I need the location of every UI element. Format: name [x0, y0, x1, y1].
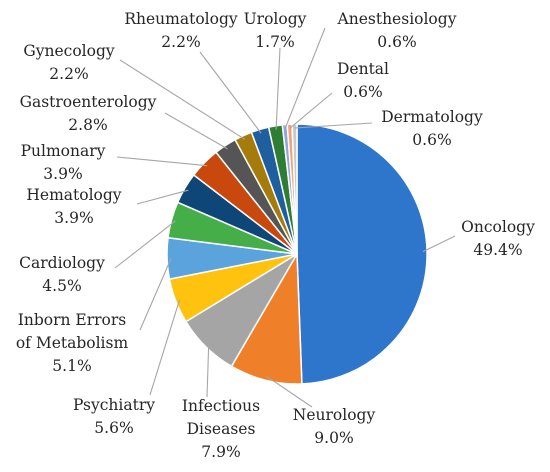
slice-name-label: Oncology [461, 218, 535, 236]
slice-percent-label: 0.6% [377, 33, 416, 51]
slice-name-label: Psychiatry [73, 396, 155, 414]
slice-name-label: Neurology [293, 406, 376, 424]
slice-label-urology: Urology 1.7% [244, 10, 307, 51]
leader-line-urology [275, 47, 281, 130]
slice-name-label: Gynecology [23, 42, 115, 60]
leader-line-gynecology [119, 59, 246, 140]
slice-name-label: Diseases [187, 420, 256, 438]
slice-name-label: Dermatology [381, 108, 483, 126]
slice-percent-label: 1.7% [255, 33, 294, 51]
slice-name-label: Inborn Errors [18, 311, 127, 329]
leader-line-neurology [266, 375, 313, 408]
slice-percent-label: 4.5% [42, 277, 81, 295]
slice-name-label: Anesthesiology [337, 10, 457, 28]
leader-line-pulmonary [116, 156, 208, 167]
slice-percent-label: 2.8% [68, 116, 107, 134]
slice-name-label: Pulmonary [21, 142, 106, 160]
slice-name-label: Cardiology [19, 254, 105, 272]
slice-name-label: Gastroenterology [20, 93, 157, 111]
slice-label-hematology: Hematology 3.9% [26, 186, 121, 227]
slice-name-label: Hematology [26, 186, 121, 204]
slice-percent-label: 9.0% [314, 429, 353, 447]
leader-line-gastroenterology [164, 112, 228, 150]
leader-line-psychiatry [149, 299, 181, 396]
leader-line-cardiology [114, 220, 176, 269]
slice-percent-label: 5.6% [94, 419, 133, 437]
slice-percent-label: 0.6% [412, 131, 451, 149]
slice-percent-label: 49.4% [473, 241, 522, 259]
slice-percent-label: 3.9% [54, 209, 93, 227]
slice-label-pulmonary: Pulmonary 3.9% [21, 142, 106, 183]
pie-slice-oncology [296, 123, 428, 385]
leader-line-dental [289, 92, 333, 129]
slice-label-gastroenterology: Gastroenterology 2.8% [20, 93, 157, 134]
slice-label-neurology: Neurology 9.0% [293, 406, 376, 447]
slice-percent-label: 2.2% [49, 65, 88, 83]
leader-line-oncology [422, 235, 456, 253]
slice-name-label: Urology [244, 10, 307, 28]
slice-labels: Oncology 49.4% Neurology 9.0% Infectious Dise… [16, 10, 535, 461]
slice-name-label: Infectious [182, 397, 260, 415]
leader-lines [114, 27, 456, 408]
slice-name-label: Rheumatology [124, 10, 238, 28]
slice-name-label: Dental [337, 60, 389, 78]
pie-slices [166, 123, 428, 385]
slice-percent-label: 7.9% [201, 443, 240, 461]
leader-line-anesthesiology [284, 27, 326, 129]
slice-percent-label: 3.9% [43, 165, 82, 183]
leader-line-infectious-diseases [206, 343, 210, 398]
leader-line-dermatology [294, 122, 373, 129]
slice-label-infectious-diseases: Infectious Diseases 7.9% [182, 397, 260, 461]
slice-label-cardiology: Cardiology 4.5% [19, 254, 105, 295]
slice-label-dental: Dental 0.6% [337, 60, 389, 101]
slice-label-oncology: Oncology 49.4% [461, 218, 535, 259]
leader-line-rheumatology [199, 51, 262, 134]
slice-label-inborn-errors-of-metabolism: Inborn Errors of Metabolism 5.1% [16, 311, 129, 375]
slice-percent-label: 0.6% [343, 83, 382, 101]
slice-label-gynecology: Gynecology 2.2% [23, 42, 115, 83]
slice-label-dermatology: Dermatology 0.6% [381, 108, 483, 149]
slice-name-label: of Metabolism [16, 334, 129, 352]
slice-label-anesthesiology: Anesthesiology 0.6% [337, 10, 457, 51]
slice-percent-label: 2.2% [161, 33, 200, 51]
leader-line-inborn-errors-of-metabolism [139, 258, 172, 331]
leader-line-hematology [136, 189, 189, 205]
slice-label-psychiatry: Psychiatry 5.6% [73, 396, 155, 437]
slice-percent-label: 5.1% [52, 357, 91, 375]
slice-label-rheumatology: Rheumatology 2.2% [124, 10, 238, 51]
